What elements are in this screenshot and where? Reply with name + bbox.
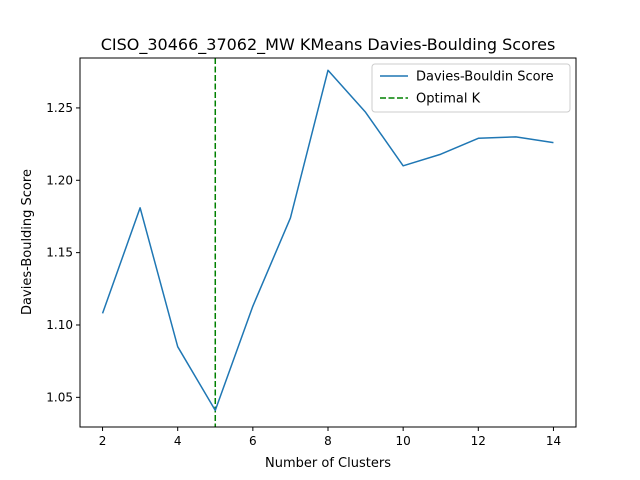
x-tick-label: 6 (249, 434, 257, 448)
y-tick-label: 1.15 (46, 246, 73, 260)
x-tick-label: 4 (174, 434, 182, 448)
y-tick-label: 1.05 (46, 390, 73, 404)
legend-box (371, 63, 571, 113)
y-axis-label: Davies-Boulding Score (20, 169, 35, 315)
y-tick-label: 1.25 (46, 101, 73, 115)
series-line-davies-bouldin (101, 69, 554, 412)
x-tick-label: 8 (324, 434, 332, 448)
x-tick-label: 12 (471, 434, 486, 448)
legend-label: Davies-Bouldin Score (416, 70, 554, 85)
legend-label: Optimal K (416, 92, 481, 107)
x-axis-label: Number of Clusters (265, 456, 391, 471)
chart-title: CISO_30466_37062_MW KMeans Davies-Bouldi… (101, 35, 556, 55)
legend: Davies-Bouldin Score Optimal K (371, 63, 571, 113)
axes-frame (79, 57, 577, 428)
plot-area: 2 4 6 8 10 12 14 1.05 1.10 1.15 1.20 1.25 (46, 57, 577, 448)
y-tick-label: 1.20 (46, 173, 73, 187)
y-tick-label: 1.10 (46, 318, 73, 332)
x-tick-label: 10 (396, 434, 411, 448)
x-tick-label: 14 (546, 434, 561, 448)
x-tick-label: 2 (99, 434, 107, 448)
